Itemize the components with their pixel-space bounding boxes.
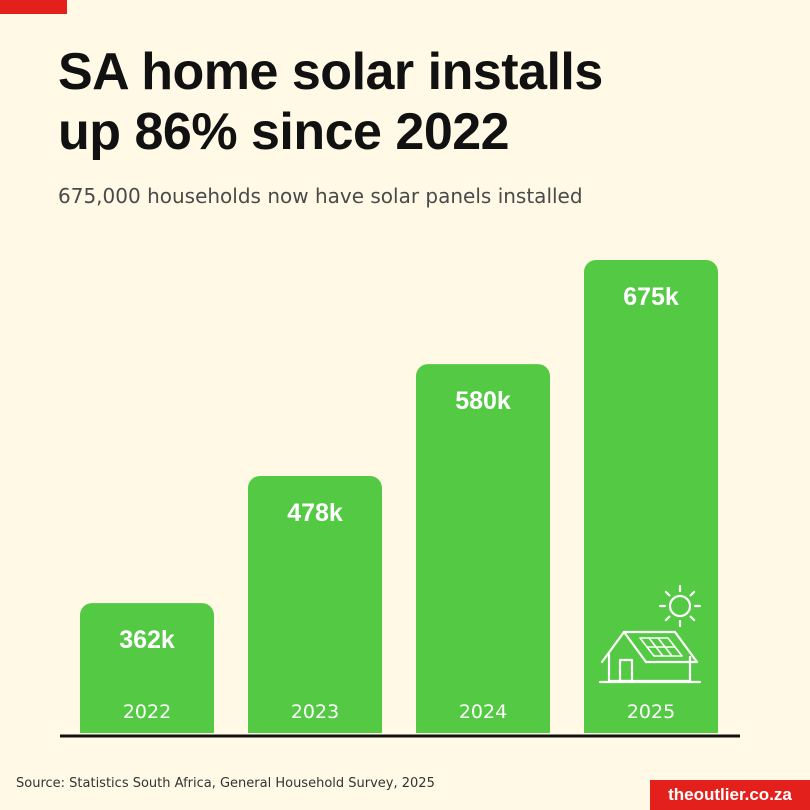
- brand-badge[interactable]: theoutlier.co.za: [650, 780, 810, 810]
- bar-2022: [80, 603, 214, 733]
- bar-2024: [416, 364, 550, 733]
- bar-2023: [248, 475, 382, 733]
- data-label-2025: 675k: [623, 283, 679, 311]
- chart-title-line-2: up 86% since 2022: [58, 103, 510, 161]
- category-label-2024: 2024: [459, 701, 507, 723]
- category-label-2023: 2023: [291, 701, 339, 723]
- bar-base-2023: [248, 713, 382, 733]
- source-note: Source: Statistics South Africa, General…: [16, 776, 435, 791]
- data-label-2024: 580k: [455, 387, 511, 415]
- solar-panel-icon: [639, 637, 683, 657]
- chart-subtitle: 675,000 households now have solar panels…: [58, 184, 583, 208]
- bar-base-2024: [416, 713, 550, 733]
- chart-title: SA home solar installs up 86% since 2022: [58, 42, 758, 162]
- chart-title-line-1: SA home solar installs: [58, 43, 603, 101]
- category-label-2025: 2025: [627, 701, 675, 723]
- data-label-2023: 478k: [287, 499, 343, 527]
- data-label-2022: 362k: [119, 626, 175, 654]
- house-solar-icon: [598, 584, 702, 684]
- bar-base-2025: [584, 713, 718, 733]
- category-label-2022: 2022: [123, 701, 171, 723]
- accent-bar: [0, 0, 67, 14]
- sun-icon: [658, 584, 702, 628]
- bar-base-2022: [80, 713, 214, 733]
